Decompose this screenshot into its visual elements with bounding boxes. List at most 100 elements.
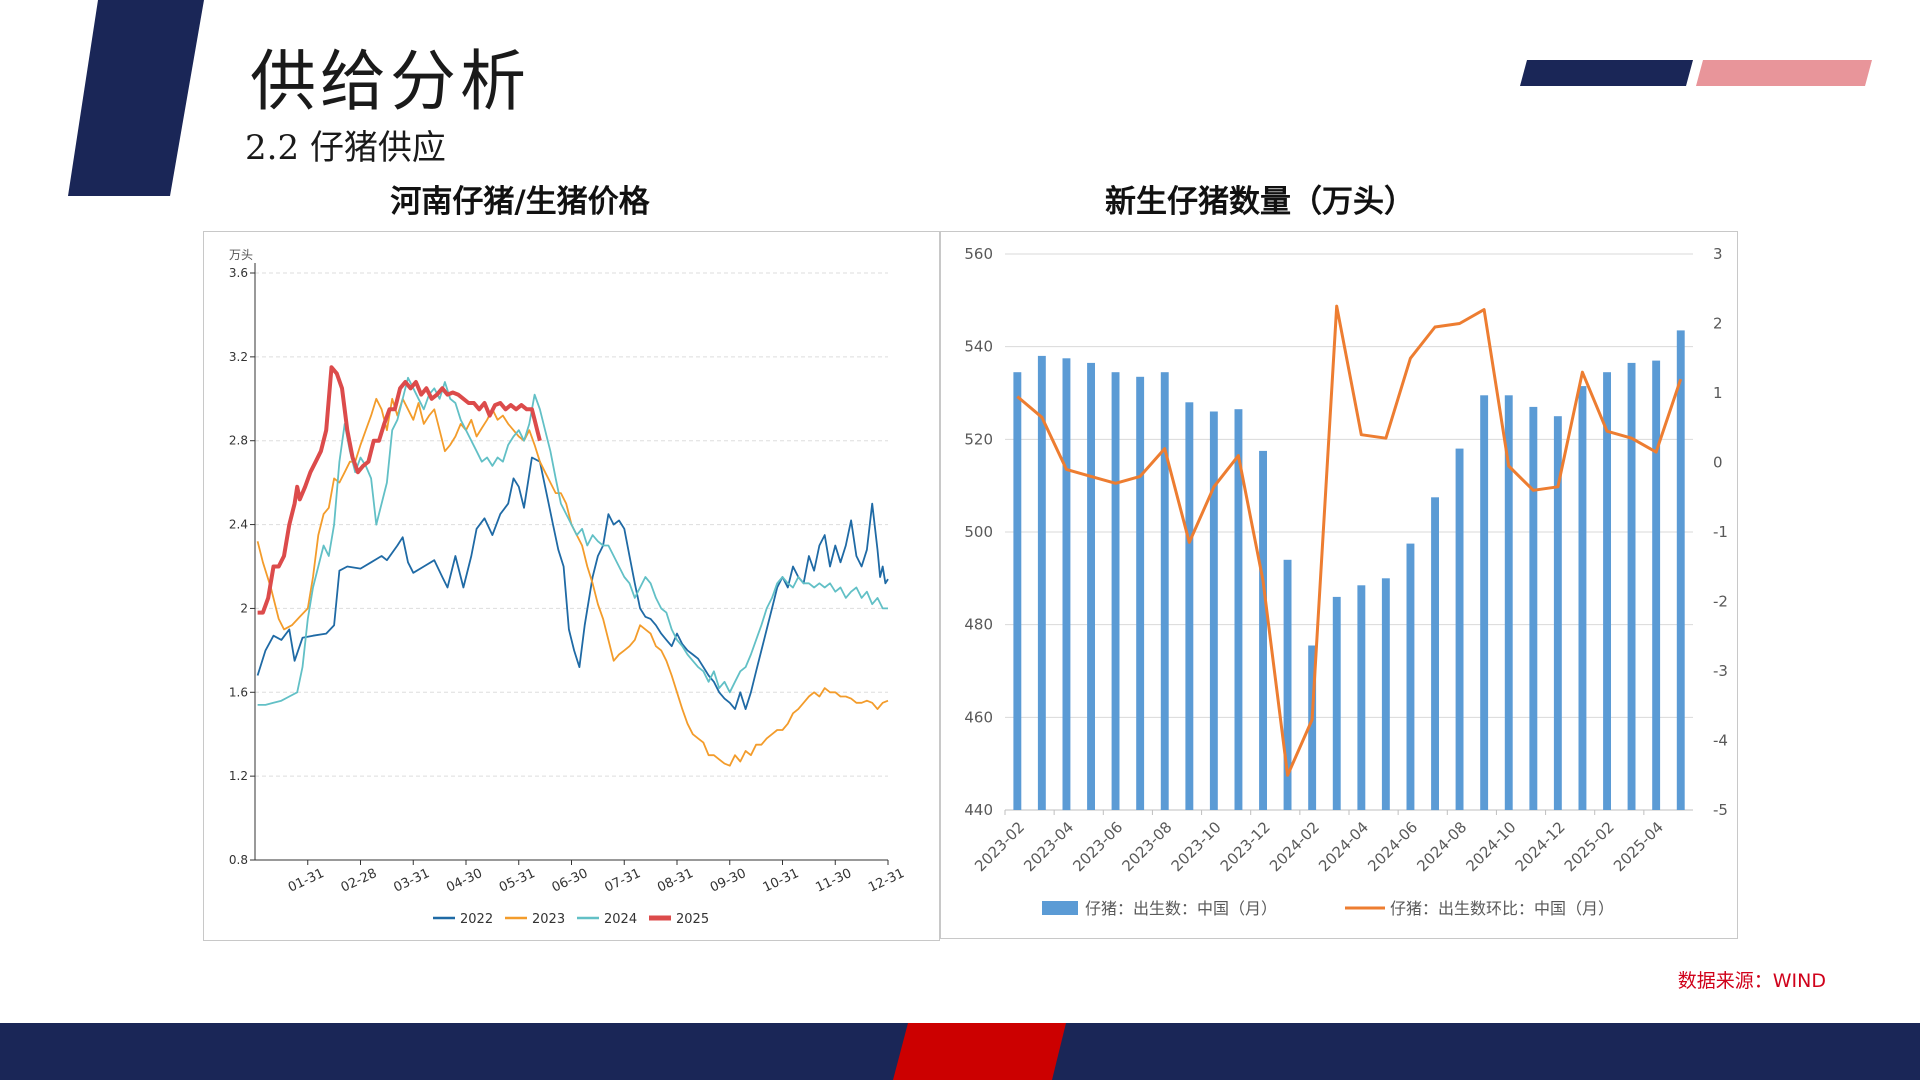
right-left-y-tick-label: 440 <box>964 801 993 819</box>
right-x-tick-label: 2025-04 <box>1610 818 1667 875</box>
left-x-tick-label: 06-30 <box>550 866 591 896</box>
right-right-y-tick-label: 1 <box>1713 384 1723 402</box>
right-x-tick-label: 2023-10 <box>1168 818 1225 875</box>
right-x-tick-label: 2024-12 <box>1512 818 1569 875</box>
right-x-tick-label: 2023-04 <box>1020 818 1077 875</box>
right-x-tick-label: 2024-06 <box>1364 818 1421 875</box>
series-line-2025 <box>257 365 542 615</box>
data-source-note: 数据来源：WIND <box>1677 970 1826 992</box>
bar-2024-08 <box>1455 448 1464 810</box>
left-y-axis-unit: 万头 <box>229 248 253 262</box>
left-x-tick-label: 08-31 <box>655 866 696 896</box>
right-bar-line-chart: 440 460 480 500 520 540 560 -5 -4 -3 -2 -1 0 1 2 3 2023-… <box>964 245 1728 918</box>
right-right-y-tick-label: 0 <box>1713 454 1723 472</box>
series-line-2024 <box>257 376 888 706</box>
top-right-pink-bar <box>1696 60 1872 86</box>
left-line-chart: 万头 0.8 1.2 1.6 2 2.4 2.8 3.2 3.6 01-31 02-28 03-31 0… <box>229 248 907 927</box>
left-y-tick-label: 2.4 <box>229 518 248 532</box>
right-left-y-tick-label: 540 <box>964 338 993 356</box>
bar-2023-04 <box>1062 358 1071 811</box>
bar-2023-02 <box>1013 372 1022 810</box>
left-x-tick-label: 07-31 <box>602 866 643 896</box>
page-subtitle: 2.2 仔猪供应 <box>245 128 446 168</box>
right-x-tick-label: 2025-02 <box>1561 818 1618 875</box>
left-x-tick-label: 11-30 <box>813 866 854 896</box>
left-legend-label-2023: 2023 <box>532 912 565 927</box>
left-x-tick-label: 12-31 <box>866 866 907 896</box>
left-y-tick-label: 3.6 <box>229 266 248 280</box>
right-legend-label-births: 仔猪：出生数：中国（月） <box>1085 899 1277 918</box>
left-x-tick-label: 01-31 <box>286 866 327 896</box>
right-right-y-tick-label: -2 <box>1713 593 1728 611</box>
right-left-y-tick-label: 560 <box>964 245 993 263</box>
bar-2024-06 <box>1406 543 1415 810</box>
left-y-tick-label: 0.8 <box>229 853 248 867</box>
bar-2023-08 <box>1160 372 1169 810</box>
left-x-tick-label: 10-31 <box>761 866 802 896</box>
right-right-y-tick-label: 3 <box>1713 245 1723 263</box>
left-y-tick-label: 2.8 <box>229 434 248 448</box>
bar-2024-07 <box>1431 497 1439 811</box>
bar-2024-10 <box>1504 395 1513 810</box>
bar-2023-06 <box>1111 372 1120 810</box>
right-right-y-tick-label: -5 <box>1713 801 1728 819</box>
right-x-tick-label: 2023-12 <box>1217 818 1274 875</box>
bar-2023-05 <box>1087 362 1095 810</box>
top-right-navy-bar <box>1520 60 1693 86</box>
right-left-y-tick-label: 520 <box>964 430 993 448</box>
bar-2023-11 <box>1234 409 1243 810</box>
bar-2024-05 <box>1381 578 1390 810</box>
bar-2024-11 <box>1529 406 1538 810</box>
bar-2024-12 <box>1553 416 1562 810</box>
right-right-y-tick-label: -3 <box>1713 662 1728 680</box>
bar-2024-09 <box>1480 395 1489 810</box>
right-x-tick-label: 2024-02 <box>1266 818 1323 875</box>
left-y-tick-label: 3.2 <box>229 350 248 364</box>
left-slant-bar <box>68 0 204 196</box>
right-x-tick-label: 2024-08 <box>1413 818 1470 875</box>
left-x-tick-label: 03-31 <box>391 866 432 896</box>
left-chart-title: 河南仔猪/生猪价格 <box>390 184 650 220</box>
right-right-y-tick-label: -1 <box>1713 523 1728 541</box>
left-y-tick-label: 1.6 <box>229 685 248 699</box>
footer-red-accent <box>893 1023 1066 1080</box>
left-x-tick-label: 04-30 <box>444 866 485 896</box>
right-left-y-tick-label: 460 <box>964 708 993 726</box>
right-right-y-tick-label: -4 <box>1713 732 1728 750</box>
bar-2023-03 <box>1037 355 1046 810</box>
right-x-tick-label: 2024-04 <box>1315 818 1372 875</box>
bar-2025-04 <box>1652 360 1661 810</box>
left-legend-label-2025: 2025 <box>676 912 709 927</box>
left-x-tick-label: 05-31 <box>497 866 538 896</box>
bar-2024-03 <box>1332 596 1341 810</box>
bar-2023-09 <box>1185 402 1194 810</box>
right-x-tick-label: 2023-06 <box>1069 818 1126 875</box>
right-legend-label-mom: 仔猪：出生数环比：中国（月） <box>1390 899 1614 918</box>
left-x-tick-label: 02-28 <box>339 866 380 896</box>
bar-2023-10 <box>1209 411 1218 810</box>
mom-change-line <box>1016 304 1683 777</box>
bar-2023-07 <box>1136 376 1145 810</box>
bar-2025-02 <box>1603 372 1611 810</box>
right-right-y-tick-label: 2 <box>1713 315 1723 333</box>
left-legend-label-2024: 2024 <box>604 912 637 927</box>
bar-2024-01 <box>1283 559 1292 810</box>
bar-2024-02 <box>1308 645 1317 810</box>
bar-2025-03 <box>1627 362 1636 810</box>
series-line-2022 <box>256 456 889 710</box>
bar-2025-05 <box>1676 330 1685 810</box>
left-legend-label-2022: 2022 <box>460 912 493 927</box>
page-title: 供给分析 <box>250 43 530 120</box>
left-y-tick-label: 1.2 <box>229 769 248 783</box>
right-x-tick-label: 2023-08 <box>1118 818 1175 875</box>
bar-2025-01 <box>1578 386 1587 810</box>
left-chart-frame <box>203 231 940 941</box>
right-left-y-tick-label: 500 <box>964 523 993 541</box>
right-left-y-tick-label: 480 <box>964 616 993 634</box>
right-chart-title: 新生仔猪数量（万头） <box>1105 184 1415 220</box>
right-x-tick-label: 2023-02 <box>971 818 1028 875</box>
bar-2023-12 <box>1259 450 1267 810</box>
series-line-2023 <box>256 397 889 767</box>
bar-2024-04 <box>1357 585 1366 810</box>
